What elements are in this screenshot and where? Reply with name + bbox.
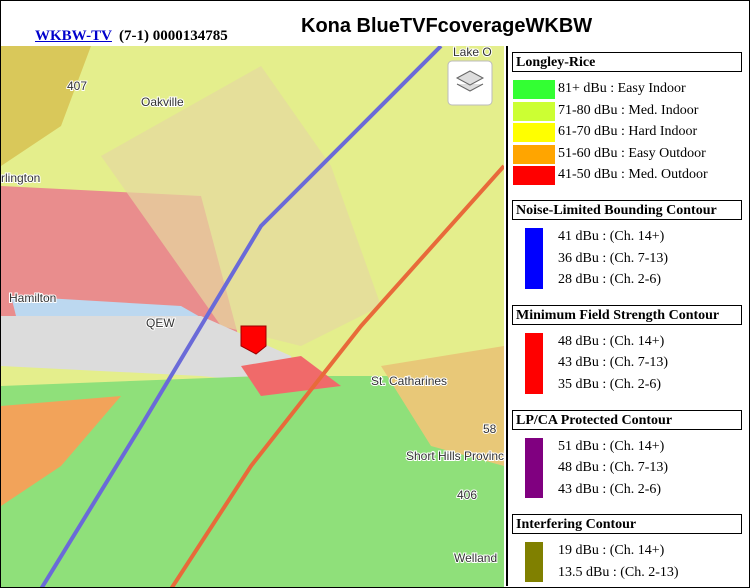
- map-label: Oakville: [141, 95, 184, 109]
- coverage-map[interactable]: Lake O Oakville rlington Hamilton QEW St…: [1, 46, 504, 588]
- color-swatch: [513, 123, 555, 143]
- urban: [1, 316, 301, 386]
- map-label: 406: [457, 488, 477, 502]
- map-area: [381, 346, 504, 466]
- contour-swatch: [525, 332, 543, 394]
- color-swatch: [513, 166, 555, 186]
- contour-swatch: [525, 228, 543, 289]
- section-title: Noise-Limited Bounding Contour: [512, 200, 742, 220]
- map-label: Hamilton: [9, 291, 56, 305]
- field-contour: [169, 164, 504, 587]
- legend-item: 36 dBu : (Ch. 7-13): [558, 250, 669, 266]
- map-label: St. Catharines: [371, 374, 447, 388]
- map-area: [1, 46, 91, 166]
- map-area: [101, 66, 381, 346]
- station-info: (7-1) 0000134785: [119, 28, 228, 44]
- legend-item: 41 dBu : (Ch. 14+): [558, 229, 665, 244]
- legend: Longley-Rice 81+ dBu : Easy Indoor 71-80 d…: [506, 46, 748, 586]
- map-area: [1, 396, 121, 506]
- noise-contour: [39, 46, 443, 587]
- legend-item: 19 dBu : (Ch. 14+): [558, 543, 665, 559]
- section-title: Minimum Field Strength Contour: [512, 304, 742, 325]
- legend-item: 41-50 dBu : Med. Outdoor: [558, 167, 708, 183]
- legend-item: 35 dBu : (Ch. 2-6): [558, 377, 662, 392]
- legend-item: 43 dBu : (Ch. 7-13): [558, 355, 669, 371]
- layers-icon: [455, 70, 485, 92]
- legend-item: 51-60 dBu : Easy Outdoor: [558, 145, 706, 161]
- section-title: LP/CA Protected Contour: [512, 409, 742, 430]
- legend-item: 48 dBu : (Ch. 7-13): [558, 460, 669, 476]
- legend-item: 51 dBu : (Ch. 14+): [558, 438, 665, 454]
- legend-item: 81+ dBu : Easy Indoor: [558, 81, 686, 96]
- map-label: QEW: [146, 316, 175, 330]
- legend-item: 48 dBu : (Ch. 14+): [558, 333, 665, 349]
- color-swatch: [513, 80, 555, 99]
- map-label: Welland: [454, 551, 497, 565]
- section-title: Longley-Rice: [512, 52, 742, 72]
- map-label: Lake O: [453, 46, 492, 59]
- color-swatch: [513, 144, 555, 164]
- map-label: 58: [483, 422, 497, 436]
- legend-item: 71-80 dBu : Med. Indoor: [558, 102, 699, 118]
- legend-item: 61-70 dBu : Hard Indoor: [558, 124, 698, 140]
- map-label: rlington: [1, 171, 40, 185]
- legend-item: 28 dBu : (Ch. 2-6): [558, 272, 662, 288]
- map-label: Short Hills Provincial Park: [406, 449, 504, 463]
- contour-swatch: [525, 437, 543, 499]
- station-link[interactable]: WKBW-TV: [35, 28, 112, 44]
- legend-item: 43 dBu : (Ch. 2-6): [558, 481, 662, 497]
- map-label: 407: [67, 79, 87, 93]
- page-title: Kona BlueTVFcoverageWKBW: [301, 15, 593, 37]
- transmitter-marker[interactable]: [240, 325, 267, 355]
- legend-item: 13.5 dBu : (Ch. 2-13): [558, 565, 679, 580]
- contour-swatch: [525, 542, 543, 582]
- color-swatch: [513, 101, 555, 121]
- section-title: Interfering Contour: [512, 514, 742, 535]
